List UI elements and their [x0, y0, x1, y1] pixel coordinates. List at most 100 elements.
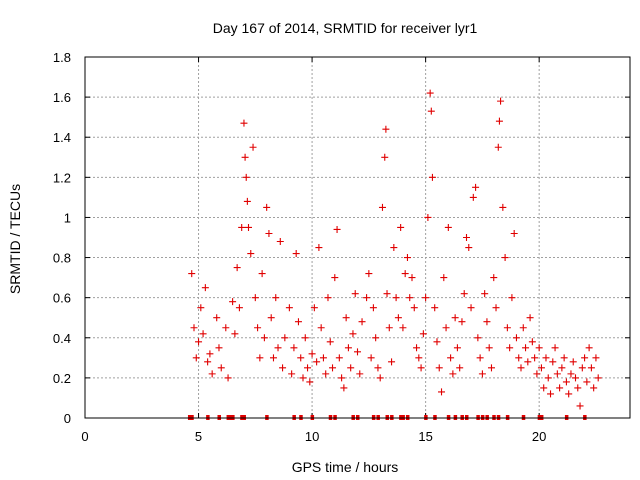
data-point: [499, 203, 507, 211]
data-point: [315, 244, 323, 252]
data-point: [435, 364, 443, 372]
data-point: [492, 304, 500, 312]
data-point: [247, 250, 255, 258]
data-point: [587, 364, 595, 372]
x-tick-label: 20: [532, 429, 546, 444]
data-point: [449, 370, 457, 378]
data-point: [299, 374, 307, 382]
data-point: [528, 338, 536, 346]
data-point: [258, 270, 266, 278]
data-point: [338, 374, 346, 382]
data-point: [279, 364, 287, 372]
data-point: [390, 244, 398, 252]
y-tick-label: 0.2: [53, 371, 71, 386]
data-point: [326, 338, 334, 346]
data-point: [347, 364, 355, 372]
data-point: [190, 324, 198, 332]
data-point: [472, 183, 480, 191]
data-point: [204, 358, 212, 366]
data-point: [374, 364, 382, 372]
data-point: [263, 203, 271, 211]
data-point: [397, 223, 405, 231]
data-point: [274, 344, 282, 352]
data-point: [456, 364, 464, 372]
y-tick-label: 0.8: [53, 251, 71, 266]
y-tick-label: 1: [64, 210, 71, 225]
data-point: [213, 314, 221, 322]
data-point: [349, 330, 357, 338]
data-point: [260, 334, 268, 342]
data-point: [428, 173, 436, 181]
data-point: [522, 344, 530, 352]
data-point: [367, 354, 375, 362]
data-point: [458, 318, 466, 326]
data-points: [188, 89, 602, 410]
data-point: [422, 294, 430, 302]
data-point: [415, 354, 423, 362]
data-point: [542, 354, 550, 362]
data-point: [401, 270, 409, 278]
data-point: [512, 334, 520, 342]
data-point: [322, 370, 330, 378]
data-point: [240, 119, 248, 127]
data-point: [524, 358, 532, 366]
data-point: [365, 270, 373, 278]
data-point: [358, 318, 366, 326]
y-tick-label: 0.6: [53, 291, 71, 306]
data-point: [301, 334, 309, 342]
y-tick-label: 1.8: [53, 50, 71, 65]
grid-lines: [84, 56, 630, 419]
data-point: [394, 314, 402, 322]
data-point: [269, 354, 277, 362]
data-point: [535, 344, 543, 352]
data-point: [388, 358, 396, 366]
x-tick-label: 0: [81, 429, 88, 444]
data-point: [485, 344, 493, 352]
data-point: [333, 225, 341, 233]
data-point: [453, 344, 461, 352]
data-point: [490, 274, 498, 282]
data-point: [410, 304, 418, 312]
data-point: [217, 364, 225, 372]
x-axis-label: GPS time / hours: [292, 459, 399, 475]
data-point: [585, 344, 593, 352]
data-point: [267, 314, 275, 322]
data-point: [515, 354, 523, 362]
data-point: [551, 344, 559, 352]
data-point: [526, 314, 534, 322]
data-point: [438, 388, 446, 396]
data-point: [431, 304, 439, 312]
y-tick-label: 1.2: [53, 170, 71, 185]
data-point: [483, 318, 491, 326]
data-point: [481, 290, 489, 298]
y-tick-label: 1.4: [53, 130, 71, 145]
data-point: [424, 213, 432, 221]
data-point: [442, 324, 450, 332]
plot-frame: [84, 56, 631, 419]
data-point: [574, 384, 582, 392]
x-tick-labels: 0 5 10 15 20: [81, 429, 546, 444]
data-point: [549, 358, 557, 366]
data-point: [474, 334, 482, 342]
data-point: [192, 354, 200, 362]
data-point: [245, 223, 252, 231]
data-point: [533, 370, 541, 378]
data-point: [324, 294, 332, 302]
y-axis-label: SRMTID / TECUs: [7, 184, 23, 294]
data-point: [294, 318, 302, 326]
data-point: [508, 294, 516, 302]
data-point: [558, 364, 566, 372]
data-point: [413, 344, 421, 352]
data-point: [519, 324, 527, 332]
data-point: [460, 290, 468, 298]
data-point: [272, 294, 280, 302]
data-point: [385, 324, 393, 332]
data-point: [381, 153, 389, 161]
data-point: [224, 374, 232, 382]
data-point: [590, 384, 598, 392]
data-point: [242, 173, 250, 181]
data-point: [427, 107, 435, 115]
data-point: [308, 350, 316, 358]
data-point: [501, 254, 509, 262]
